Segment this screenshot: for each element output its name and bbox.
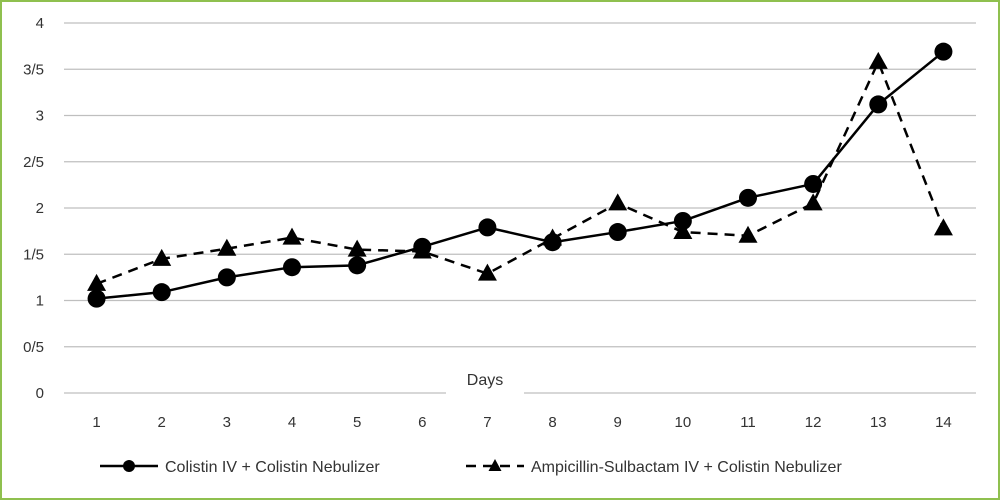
data-point-triangle (87, 273, 107, 291)
x-tick-label: 9 (614, 414, 622, 431)
series-1 (87, 42, 953, 308)
data-point-triangle (803, 193, 823, 211)
data-point-triangle (152, 248, 172, 266)
x-tick-labels: 1 2 3 4 5 6 7 8 9 10 11 12 13 14 (92, 414, 951, 431)
data-point-circle (217, 268, 236, 287)
y-tick-label: 2/5 (23, 154, 44, 171)
y-tick-label: 1 (36, 293, 44, 310)
x-tick-label: 10 (675, 414, 692, 431)
data-point-triangle (412, 241, 432, 259)
y-tick-label: 2 (36, 200, 44, 217)
data-point-circle (87, 289, 106, 308)
data-point-circle (283, 258, 301, 277)
x-tick-label: 11 (740, 414, 756, 431)
data-point-circle (348, 256, 367, 275)
data-point-triangle (868, 51, 888, 69)
x-tick-label: 4 (288, 414, 296, 431)
data-point-triangle (347, 239, 367, 257)
data-point-circle (739, 188, 757, 207)
legend-marker-triangle (488, 459, 502, 471)
data-point-triangle (673, 222, 693, 240)
data-point-circle (804, 174, 823, 193)
y-tick-labels: 0 0/5 1 1/5 2 2/5 3 3/5 4 (23, 15, 44, 402)
x-axis-title: Days (467, 372, 503, 389)
data-point-triangle (217, 238, 237, 256)
legend-label-series-2: Ampicillin-Sulbactam IV + Colistin Nebul… (531, 459, 842, 476)
y-tick-label: 1/5 (23, 246, 44, 263)
legend-marker-circle (123, 460, 135, 472)
data-point-circle (152, 283, 171, 302)
x-tick-label: 3 (223, 414, 231, 431)
data-point-circle (478, 218, 497, 237)
x-tick-label: 2 (158, 414, 166, 431)
data-point-triangle (477, 263, 497, 281)
x-axis-title-group: Days (446, 362, 524, 396)
legend: Colistin IV + Colistin Nebulizer Ampicil… (100, 459, 842, 476)
legend-label-series-1: Colistin IV + Colistin Nebulizer (165, 459, 380, 476)
data-point-circle (673, 211, 692, 230)
data-point-triangle (608, 193, 628, 211)
x-tick-label: 12 (805, 414, 822, 431)
y-tick-label: 3/5 (23, 61, 44, 78)
y-tick-label: 0 (36, 385, 44, 402)
legend-item-ampicillin: Ampicillin-Sulbactam IV + Colistin Nebul… (466, 459, 842, 476)
series-2 (87, 51, 953, 291)
data-point-triangle (282, 227, 302, 245)
x-tick-label: 14 (935, 414, 952, 431)
y-tick-label: 3 (36, 108, 44, 125)
x-axis-title-background (446, 362, 524, 396)
data-point-circle (608, 223, 627, 242)
legend-item-colistin: Colistin IV + Colistin Nebulizer (100, 459, 380, 476)
data-point-triangle (543, 228, 563, 246)
x-tick-label: 5 (353, 414, 361, 431)
x-tick-label: 7 (483, 414, 491, 431)
y-tick-label: 4 (36, 15, 44, 32)
x-tick-label: 13 (870, 414, 887, 431)
x-tick-label: 1 (92, 414, 100, 431)
x-tick-label: 6 (418, 414, 426, 431)
data-point-triangle (933, 218, 953, 236)
data-point-triangle (738, 225, 758, 243)
series-line-1 (96, 50, 945, 300)
y-tick-label: 0/5 (23, 339, 44, 356)
series-layer (87, 42, 953, 308)
data-point-circle (934, 42, 953, 61)
data-point-circle (869, 95, 888, 114)
x-tick-label: 8 (548, 414, 556, 431)
gridlines (64, 22, 976, 394)
